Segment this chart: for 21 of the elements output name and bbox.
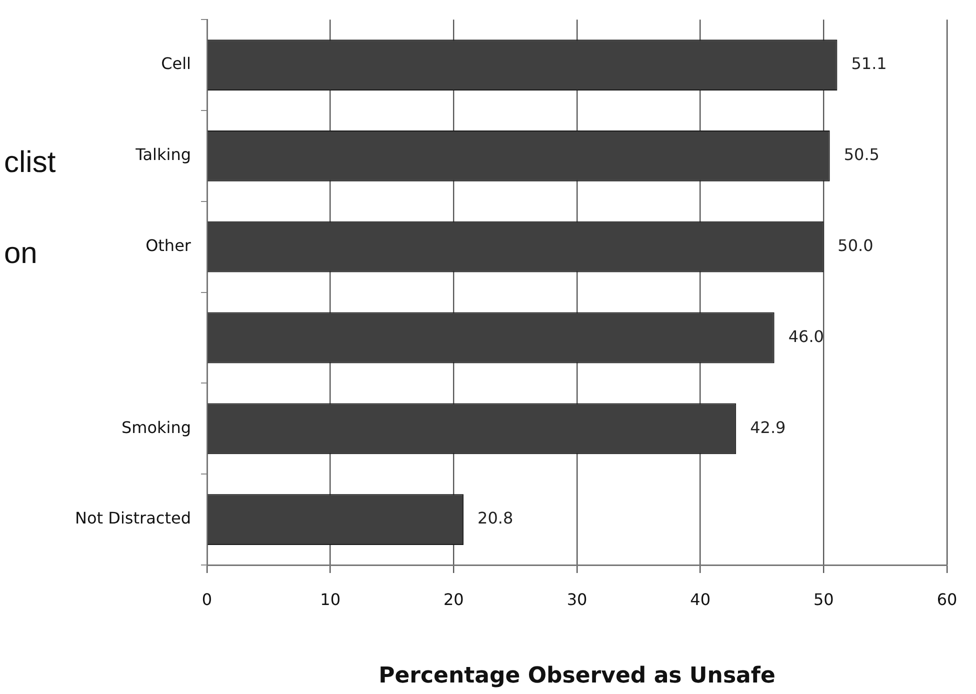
data-label: 42.9	[750, 418, 786, 437]
x-tick-label: 20	[443, 590, 464, 609]
y-tick-label: Cell	[161, 54, 191, 74]
y-tick-label: Other	[146, 236, 192, 256]
y-tick-label: Not Distracted	[75, 508, 191, 528]
data-label: 46.0	[788, 326, 824, 346]
text: clist	[4, 146, 56, 180]
y-tick-label: Smoking	[121, 418, 191, 437]
y-tick-label: Talking	[134, 145, 191, 164]
x-tick-label: 40	[690, 590, 711, 609]
x-tick-label: 60	[936, 590, 958, 609]
x-tick-label: 10	[320, 590, 341, 609]
text: on	[4, 237, 38, 270]
x-tick-label: 30	[566, 590, 588, 609]
x-axis-title: Percentage Observed as Unsafe	[378, 664, 776, 689]
data-label: 50.0	[838, 236, 874, 256]
data-label: 50.5	[844, 145, 880, 164]
x-tick-label: 0	[202, 590, 212, 609]
x-tick-label: 50	[813, 590, 834, 609]
data-label: 51.1	[851, 54, 887, 74]
data-label: 20.8	[478, 508, 514, 528]
